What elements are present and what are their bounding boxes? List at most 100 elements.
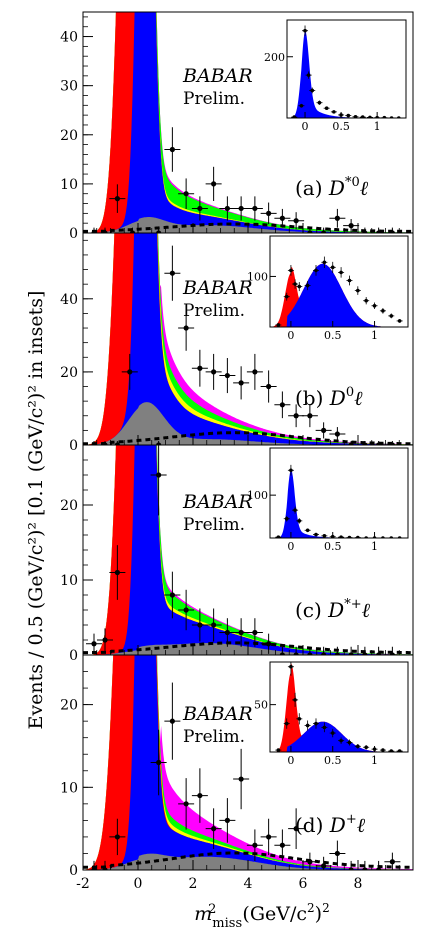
panel-a-data-point-20 bbox=[376, 230, 382, 233]
panel-a-inset-point-3 bbox=[306, 73, 311, 77]
x-axis-label-units: (GeV/c bbox=[242, 903, 307, 925]
panel-a-inset-frame bbox=[286, 19, 407, 119]
panel-b-data-point-12 bbox=[266, 383, 272, 390]
panel-a-data-point-18 bbox=[348, 223, 354, 229]
x-axis-label-units-sup: 2 bbox=[307, 901, 315, 915]
panel-b-data-point-18 bbox=[348, 442, 354, 445]
panel-c-inset-point-0 bbox=[276, 535, 281, 538]
panel-a-data-point-3 bbox=[129, 230, 136, 233]
panel-c-inset-signal bbox=[270, 470, 408, 538]
panel-b-inset-point-0 bbox=[276, 323, 281, 327]
panel-d-data-point-5 bbox=[183, 801, 189, 807]
x-axis-label-sup: 2 bbox=[208, 902, 216, 917]
xtick-label-2: 2 bbox=[189, 876, 198, 892]
panel-d-inset-point-6 bbox=[314, 721, 318, 726]
panel-d-normalization-component bbox=[83, 655, 413, 870]
panel-a-channel-id: (a) bbox=[295, 176, 329, 200]
panel-a-data-point-13 bbox=[279, 215, 285, 221]
panel-a-inset-point-11 bbox=[360, 115, 365, 118]
panel-c-inset-point-7 bbox=[322, 534, 327, 538]
panel-c-inset-point-4 bbox=[297, 519, 302, 523]
panel-b-inset-point-5 bbox=[305, 283, 310, 288]
panel-c-data-point-16 bbox=[334, 652, 340, 655]
panel-c-inset: 0 0.5 1 100 bbox=[247, 447, 409, 553]
panel-a-inset-point-7 bbox=[332, 110, 336, 114]
panel-b-inset-signal bbox=[270, 263, 408, 327]
panel-a-data-point-5 bbox=[169, 146, 175, 153]
xtick-label-1: 0 bbox=[134, 876, 143, 892]
panel-c-inset-xtick-label-1: 0.5 bbox=[324, 540, 342, 553]
panel-a-status-label: Prelim. bbox=[183, 89, 245, 109]
panel-b-data-point-2 bbox=[114, 442, 120, 445]
y-axis-label: Events / 0.5 (GeV/c²)² [0.1 (GeV/c²)² in… bbox=[25, 291, 47, 730]
panel-b-background-component bbox=[83, 402, 413, 445]
panel-a-channel-sup: *0 bbox=[345, 175, 360, 190]
panel-a-inset-point-0 bbox=[292, 115, 297, 118]
panel-d-inset-xtick-label-0: 0 bbox=[287, 754, 294, 767]
panel-d-inset-xtick-label-2: 1 bbox=[371, 754, 378, 767]
panel-a-data-point-7 bbox=[197, 205, 203, 212]
panel-c-ytick-label-0: 0 bbox=[69, 648, 78, 664]
panel-d-inset-point-3 bbox=[293, 698, 297, 702]
panel-a-channel-label: (a) D*0ℓ bbox=[295, 175, 369, 200]
panel-c-data-point-7 bbox=[211, 622, 217, 628]
panel-b-signal-component bbox=[83, 233, 413, 445]
panel-b-inset-point-14 bbox=[381, 309, 385, 313]
panel-d-inset-point-1 bbox=[284, 721, 289, 726]
panel-a-ytick-label-1: 10 bbox=[60, 177, 78, 193]
panel-b-inset-point-8 bbox=[330, 265, 335, 270]
panel-c-data-point-18 bbox=[362, 652, 368, 655]
panel-a-data-point-21 bbox=[389, 230, 395, 233]
panel-c-data-point-12 bbox=[279, 652, 285, 655]
panel-a-ytick-label-3: 30 bbox=[60, 79, 78, 95]
panel-d-data-point-13 bbox=[293, 826, 299, 832]
panel-a-data-point-9 bbox=[224, 205, 230, 212]
panel-d-inset-xtick-label-1: 0.5 bbox=[324, 754, 342, 767]
panel-c-data-point-3 bbox=[156, 472, 162, 478]
panel-a-data-point-6 bbox=[183, 191, 189, 197]
panel-a-data-point-17 bbox=[334, 215, 340, 221]
panel-b-inset: 0 0.5 1 100 bbox=[247, 235, 409, 342]
panel-b-data-point-5 bbox=[169, 270, 175, 276]
panel-d-data-point-14 bbox=[307, 859, 313, 865]
panel-c-channel-label: (c) D*+ℓ bbox=[295, 597, 371, 622]
panel-b-status-label: Prelim. bbox=[183, 301, 245, 321]
panel-b-inset-xtick-label-1: 0.5 bbox=[324, 329, 342, 342]
panel-c-inset-ytick-label-0: 100 bbox=[247, 489, 268, 502]
panel-c-inset-point-5 bbox=[305, 528, 310, 533]
panel-d-inset-point-4 bbox=[297, 717, 302, 721]
panel-b-inset-ytick-label-0: 100 bbox=[247, 270, 268, 283]
panel-d-data-point-0 bbox=[91, 867, 97, 870]
panel-b-inset-point-4 bbox=[297, 284, 302, 289]
panel-c-data-point-10 bbox=[252, 629, 258, 636]
panel-b-channel-sup: 0 bbox=[346, 385, 354, 400]
panel-b-experiment-label: BABAR bbox=[182, 277, 253, 299]
panel-d-ytick-label-1: 10 bbox=[60, 780, 78, 796]
panel-d-data-point-20 bbox=[389, 859, 395, 865]
panel-a-data-point-8 bbox=[211, 181, 217, 187]
panel-c-signal-component bbox=[83, 445, 413, 655]
x-axis-label-units-sup2: 2 bbox=[322, 901, 330, 915]
panel-a-inset-point-12 bbox=[368, 115, 372, 118]
panel-b-data-point-20 bbox=[376, 442, 382, 445]
panel-b-data-point-21 bbox=[389, 442, 395, 445]
panel-d-inset-point-10 bbox=[347, 740, 352, 745]
xtick-label-4: 6 bbox=[299, 876, 308, 892]
panel-a-experiment-label: BABAR bbox=[182, 65, 253, 87]
panel-c-data-point-14 bbox=[307, 652, 313, 655]
panel-d-inset-point-0 bbox=[276, 748, 281, 752]
panel-b-plot-area bbox=[83, 233, 413, 445]
panel-a-data-point-16 bbox=[321, 230, 327, 233]
panel-d-channel-sup: + bbox=[346, 812, 357, 827]
panel-a-plot-area bbox=[83, 12, 413, 233]
panel-d-data-point-18 bbox=[362, 867, 368, 870]
panel-b-inset-point-10 bbox=[347, 278, 352, 283]
panel-d-status-label: Prelim. bbox=[183, 727, 245, 747]
panel-a-inset-point-2 bbox=[303, 28, 307, 33]
panel-d-data-point-17 bbox=[348, 867, 354, 870]
panel-b-inset-point-16 bbox=[397, 319, 402, 323]
